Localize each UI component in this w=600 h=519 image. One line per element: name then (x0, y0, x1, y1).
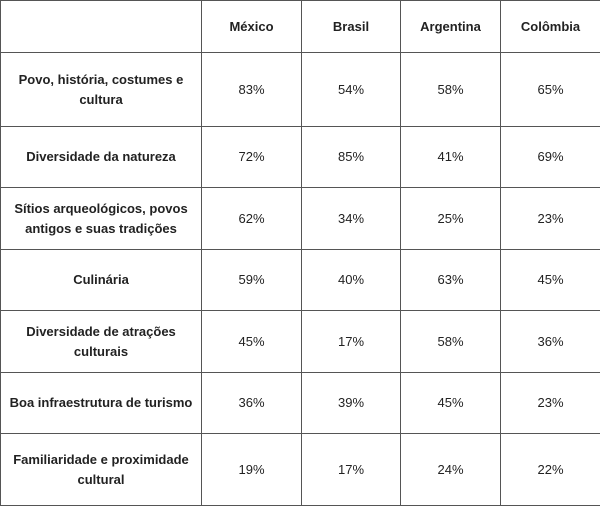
cell-mexico: 62% (201, 187, 302, 250)
header-argentina: Argentina (400, 0, 501, 53)
cell-argentina: 45% (400, 372, 501, 434)
row-label: Familiaridade e proximidade cultural (0, 433, 202, 506)
cell-argentina: 24% (400, 433, 501, 506)
table-row: Diversidade de atrações culturais 45% 17… (0, 310, 600, 373)
cell-mexico: 45% (201, 310, 302, 373)
row-label: Diversidade de atrações culturais (0, 310, 202, 373)
cell-mexico: 36% (201, 372, 302, 434)
cell-brasil: 54% (301, 52, 401, 127)
cell-colombia: 36% (500, 310, 600, 373)
header-brasil: Brasil (301, 0, 401, 53)
table-row: Sítios arqueológicos, povos antigos e su… (0, 187, 600, 250)
cell-argentina: 25% (400, 187, 501, 250)
table-row: Diversidade da natureza 72% 85% 41% 69% (0, 126, 600, 188)
row-label: Povo, história, costumes e cultura (0, 52, 202, 127)
cell-brasil: 17% (301, 433, 401, 506)
cell-colombia: 69% (500, 126, 600, 188)
cell-brasil: 39% (301, 372, 401, 434)
row-label: Sítios arqueológicos, povos antigos e su… (0, 187, 202, 250)
cell-mexico: 83% (201, 52, 302, 127)
cell-argentina: 63% (400, 249, 501, 311)
cell-argentina: 41% (400, 126, 501, 188)
cell-colombia: 22% (500, 433, 600, 506)
cell-argentina: 58% (400, 310, 501, 373)
table-row: Culinária 59% 40% 63% 45% (0, 249, 600, 311)
cell-colombia: 23% (500, 372, 600, 434)
cell-colombia: 23% (500, 187, 600, 250)
row-label: Boa infraestrutura de turismo (0, 372, 202, 434)
header-colombia: Colômbia (500, 0, 600, 53)
table-row: Familiaridade e proximidade cultural 19%… (0, 433, 600, 506)
row-label: Culinária (0, 249, 202, 311)
header-row: México Brasil Argentina Colômbia (0, 0, 600, 53)
cell-colombia: 45% (500, 249, 600, 311)
cell-brasil: 40% (301, 249, 401, 311)
data-table: México Brasil Argentina Colômbia Povo, h… (0, 0, 600, 506)
cell-mexico: 59% (201, 249, 302, 311)
cell-brasil: 17% (301, 310, 401, 373)
row-label: Diversidade da natureza (0, 126, 202, 188)
cell-mexico: 19% (201, 433, 302, 506)
cell-brasil: 85% (301, 126, 401, 188)
header-empty-cell (0, 0, 202, 53)
cell-brasil: 34% (301, 187, 401, 250)
cell-argentina: 58% (400, 52, 501, 127)
header-mexico: México (201, 0, 302, 53)
table-row: Boa infraestrutura de turismo 36% 39% 45… (0, 372, 600, 434)
table-row: Povo, história, costumes e cultura 83% 5… (0, 52, 600, 127)
cell-mexico: 72% (201, 126, 302, 188)
cell-colombia: 65% (500, 52, 600, 127)
